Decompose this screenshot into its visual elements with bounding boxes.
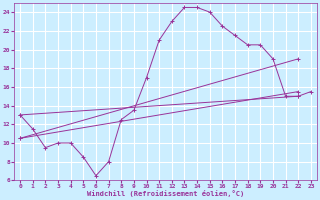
X-axis label: Windchill (Refroidissement éolien,°C): Windchill (Refroidissement éolien,°C) (87, 190, 244, 197)
